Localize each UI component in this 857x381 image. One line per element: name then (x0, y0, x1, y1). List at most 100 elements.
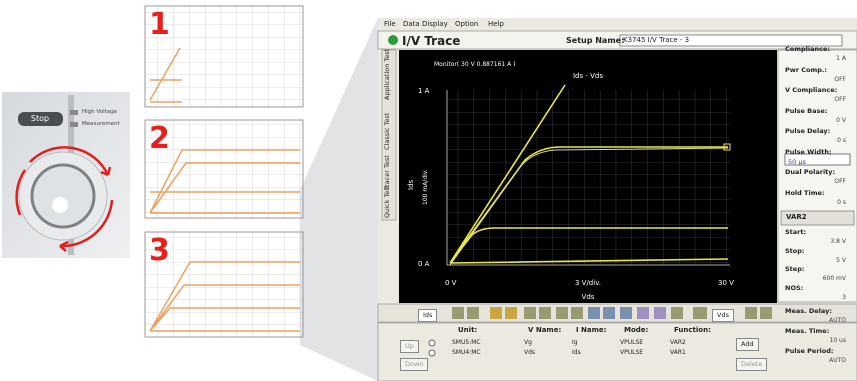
channel-cell: SMU5:MC (452, 340, 481, 346)
setting-value: 600 mV (823, 276, 846, 282)
channel-cell: VAR1 (670, 350, 686, 356)
tool-icon[interactable] (490, 307, 502, 319)
axis-label: 0 A (418, 261, 429, 268)
axis-title: 100 mA/div. (423, 169, 429, 205)
setting-label: Compliance: (785, 46, 830, 53)
channel-cell: VPULSE (620, 350, 643, 356)
channel-cell: Vg (524, 340, 532, 346)
indicator-label: Measurement (82, 122, 120, 128)
tool-icon[interactable] (467, 307, 479, 319)
tool-icon[interactable] (556, 307, 568, 319)
column-header: V Name: (528, 327, 561, 334)
y-select[interactable]: Ids (418, 309, 437, 322)
tool-icon[interactable] (745, 307, 757, 319)
tool-icon[interactable] (539, 307, 551, 319)
axis-title: Vds (582, 294, 595, 301)
stop-label[interactable]: Stop (31, 115, 49, 123)
tool-icon[interactable] (603, 307, 615, 319)
indicator-label: High Voltage (82, 110, 117, 116)
plot-grid (447, 90, 730, 265)
column-header: I Name: (576, 327, 606, 334)
setting-value[interactable]: 50 μs (788, 159, 806, 166)
setting-value: 0 s (837, 138, 846, 144)
setting-label: Dual Polarity: (785, 169, 835, 176)
setting-value: 0 s (837, 200, 846, 206)
info-icon[interactable] (388, 35, 398, 45)
tool-icon[interactable] (654, 307, 666, 319)
setting-value: AUTO (829, 318, 846, 324)
tab[interactable]: Quick Test (384, 185, 391, 218)
menu-item[interactable]: Help (488, 21, 504, 28)
setting-label: Start: (785, 229, 806, 236)
led (70, 122, 78, 127)
tool-icon[interactable] (588, 307, 600, 319)
channel-cell: Vds (524, 350, 535, 356)
button[interactable]: Down (400, 358, 428, 371)
tool-icon[interactable] (671, 307, 683, 319)
tool-icon[interactable] (620, 307, 632, 319)
axis-label: 3 V/div. (575, 280, 601, 287)
column-header: Mode: (624, 327, 648, 334)
axis-label: 0 V (445, 280, 456, 287)
setting-value: OFF (834, 97, 846, 103)
setting-value: 1 A (836, 56, 846, 62)
setting-label: Pulse Base: (785, 108, 827, 115)
setting-value: OFF (834, 77, 846, 83)
radio[interactable] (429, 340, 435, 346)
tool-icon[interactable] (693, 307, 707, 319)
tool-icon[interactable] (452, 307, 464, 319)
channel-cell: Ids (572, 350, 581, 356)
knob-dimple (52, 197, 68, 213)
tool-icon[interactable] (505, 307, 517, 319)
setting-label: Stop: (785, 248, 805, 255)
tool-icon[interactable] (760, 307, 772, 319)
plot-title: Ids - Vds (573, 73, 603, 80)
step-number: 2 (149, 124, 170, 154)
axis-label: 30 V (718, 280, 734, 287)
setting-label: NOS: (785, 285, 803, 292)
setting-label: Pulse Width: (785, 149, 832, 156)
step-number: 1 (149, 10, 170, 40)
column-header: Function: (674, 327, 711, 334)
monitor-text: Monitor( 30 V 0.887161 A ) (434, 62, 516, 68)
radio[interactable] (429, 350, 435, 356)
button[interactable]: Delete (736, 358, 767, 371)
axis-title: Ids (408, 180, 415, 190)
step-number: 3 (149, 236, 170, 266)
channel-cell: Ig (572, 340, 578, 346)
setting-label: Meas. Time: (785, 328, 829, 335)
tab[interactable]: Classic Test (384, 113, 391, 150)
tool-icon[interactable] (524, 307, 536, 319)
setting-value: 10 us (830, 338, 846, 344)
setting-label: Pulse Period: (785, 348, 833, 355)
setting-value: 3 (842, 295, 846, 301)
setup-label: Setup Name: (566, 37, 624, 45)
section-title: VAR2 (786, 214, 807, 221)
tab[interactable]: Application Test (384, 49, 391, 100)
x-select[interactable]: Vds (712, 309, 734, 322)
setting-label: Step: (785, 266, 804, 273)
setup-name: K3745 I/V Trace - 3 (623, 37, 689, 44)
menu-item[interactable]: Data Display (403, 21, 448, 28)
setting-value: 3.8 V (830, 239, 846, 245)
menu-item[interactable]: File (384, 21, 396, 28)
setting-label: Meas. Delay: (785, 308, 832, 315)
setting-label: V Compliance: (785, 87, 837, 94)
led (70, 110, 78, 115)
channel-cell: VPULSE (620, 340, 643, 346)
button[interactable]: Add (736, 338, 759, 351)
channel-cell: SMU4:MC (452, 350, 481, 356)
setting-label: Hold Time: (785, 190, 825, 197)
window-title: I/V Trace (402, 35, 460, 47)
tool-icon[interactable] (571, 307, 583, 319)
setting-value: OFF (834, 179, 846, 185)
page: Stop High Voltage Measurement 1 2 3 File Data D… (0, 0, 857, 381)
tool-icon[interactable] (637, 307, 649, 319)
menu-item[interactable]: Option (455, 21, 478, 28)
button[interactable]: Up (400, 340, 419, 353)
channel-cell: VAR2 (670, 340, 686, 346)
setting-value: AUTO (829, 358, 846, 364)
axis-label: 1 A (418, 88, 429, 95)
knob[interactable] (32, 165, 94, 227)
setting-value: 0 V (836, 118, 846, 124)
